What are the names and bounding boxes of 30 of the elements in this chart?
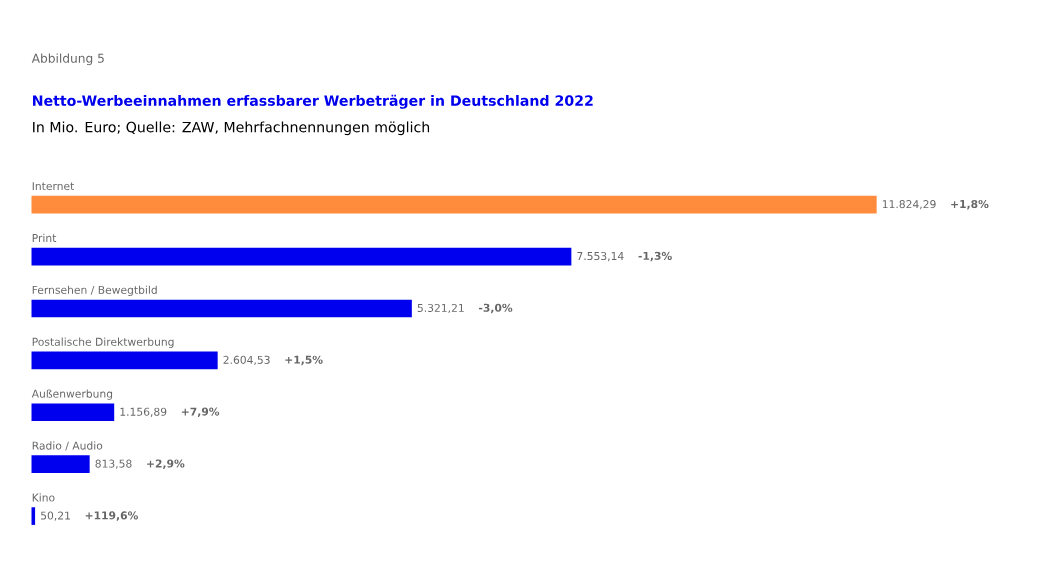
bar (31, 351, 218, 370)
annotation: +2,9% (147, 459, 185, 470)
bar (31, 455, 90, 474)
data-label: 50,21 (41, 511, 70, 521)
y-tick-label: Internet (32, 182, 75, 191)
bar (31, 299, 412, 318)
bar (31, 403, 115, 422)
bar (31, 195, 877, 214)
text: +1,8% (951, 200, 989, 210)
data-label: 11.824,29 (882, 200, 936, 210)
data-label: 7.553,14 (577, 252, 624, 262)
annotation: -3,0% (479, 303, 513, 314)
y-tick-label: Außenwerbung (31, 389, 113, 400)
data-label: 1.156,89 (120, 407, 167, 417)
data-label: 813,58 (95, 459, 132, 469)
annotation: +7,9% (181, 407, 220, 418)
annotation: +119,6% (85, 511, 138, 521)
y-tick-label: Radio / Audio (32, 441, 103, 451)
annotation: +1,5% (285, 355, 323, 366)
annotation: -1,3% (638, 251, 672, 262)
text: Abbildung 5 (31, 53, 104, 66)
chart-subtitle: In Mio. Euro; Quelle: ZAW, Mehrfachnennungen möglich (33, 121, 430, 136)
data-label: 2.604,53 (223, 355, 270, 366)
y-tick-label: Postalische Direktwerbung (32, 337, 174, 349)
y-tick-label: Print (32, 233, 57, 242)
y-tick-label: Fernsehen / Bewegtbild (32, 285, 157, 297)
chart-title: Netto-Werbeeinnahmen erfassbarer Werbeträger in Deutschland 2022 (33, 94, 593, 109)
y-tick-label: Kino (32, 493, 55, 502)
data-label: 5.321,21 (417, 303, 464, 314)
bar (31, 247, 572, 266)
